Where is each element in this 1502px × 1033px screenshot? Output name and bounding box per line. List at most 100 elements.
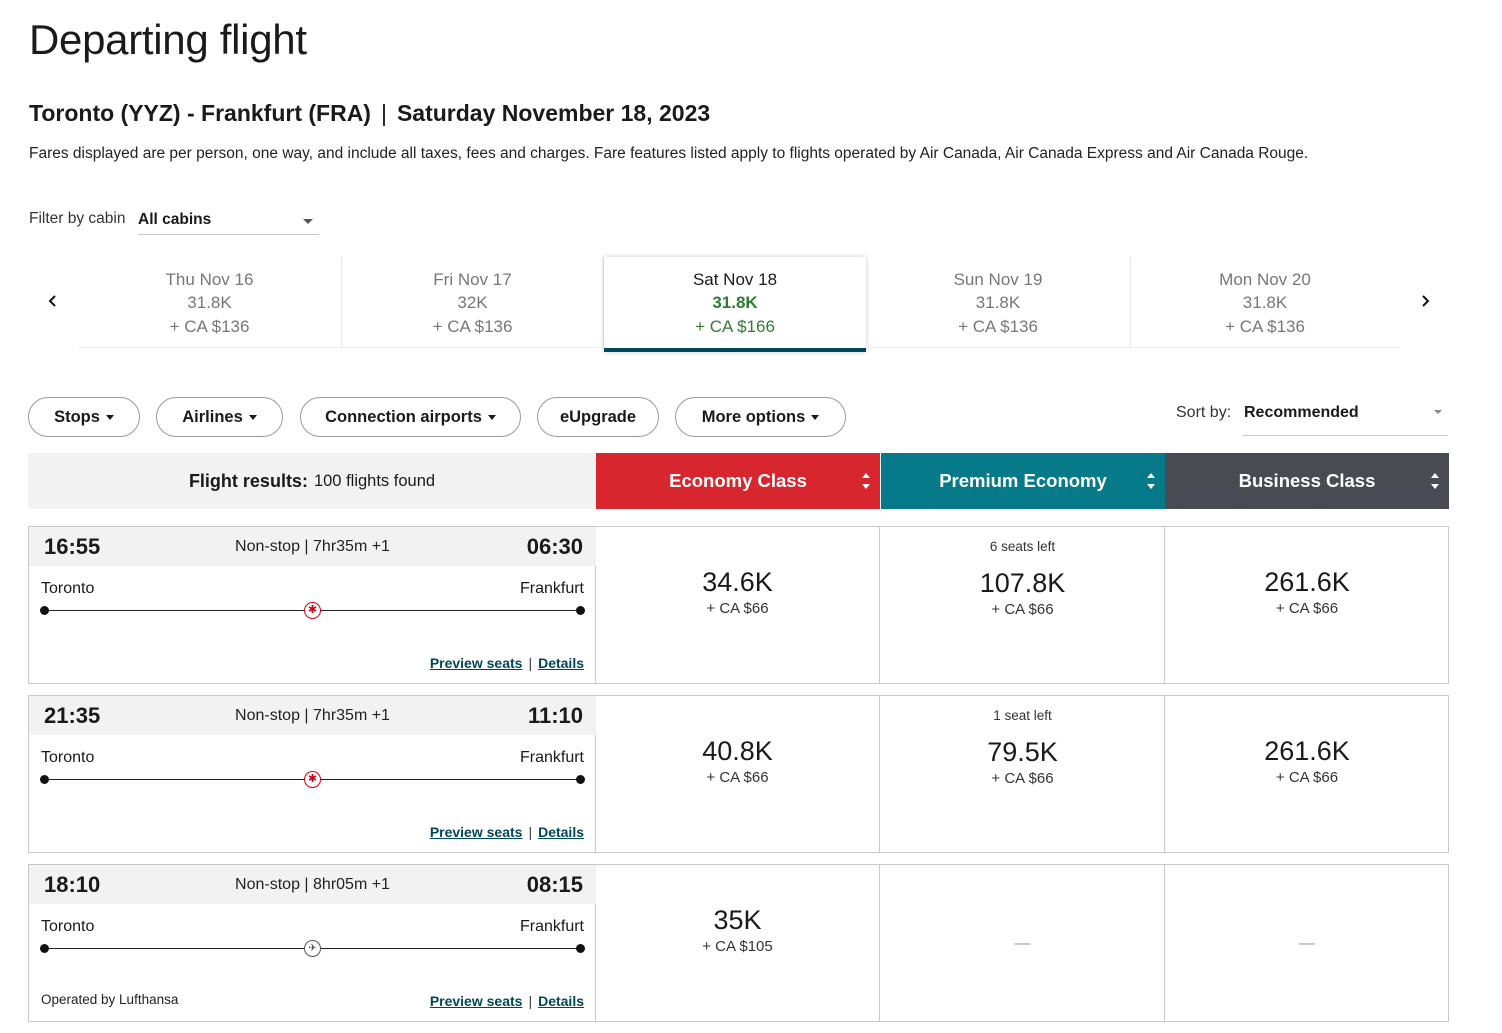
sort-select[interactable]: Recommended [1243, 398, 1448, 436]
route-origin-destination: Toronto (YYZ) - Frankfurt (FRA) [29, 100, 371, 126]
sort-icon [1431, 473, 1439, 489]
date-tab-sat-nov-18[interactable]: Sat Nov 18 31.8K + CA $166 [604, 257, 866, 352]
flight-results-count: 100 flights found [313, 471, 436, 490]
details-link[interactable]: Details [538, 993, 584, 1009]
business-fare-points: 261.6K [1264, 567, 1350, 597]
premium-economy-header[interactable]: Premium Economy [881, 453, 1165, 509]
date-tab-thu-nov-16[interactable]: Thu Nov 16 31.8K + CA $136 [78, 257, 342, 348]
date-tab-day: Sun Nov 19 [953, 270, 1043, 289]
departure-time: 21:35 [44, 703, 101, 728]
prev-date-button[interactable] [40, 288, 66, 314]
chevron-down-icon [303, 219, 313, 224]
airlines-filter-label: Airlines [182, 407, 243, 426]
air-canada-logo-icon: ✱ [304, 771, 321, 788]
business-fare-cell[interactable]: 261.6K + CA $66 [1165, 696, 1449, 852]
destination-city: Frankfurt [519, 749, 584, 766]
flight-duration: Non-stop | 7hr35m +1 [235, 538, 390, 555]
preview-seats-link[interactable]: Preview seats [429, 993, 523, 1009]
stops-filter-button[interactable]: Stops [28, 397, 140, 437]
date-tab-fri-nov-17[interactable]: Fri Nov 17 32K + CA $136 [342, 257, 604, 348]
economy-class-header[interactable]: Economy Class [596, 453, 880, 509]
premium-economy-fare-cash: + CA $66 [991, 770, 1054, 787]
premium-economy-fare-cell[interactable]: 1 seat left 79.5K + CA $66 [881, 696, 1165, 852]
seats-left-notice: 1 seat left [993, 708, 1052, 723]
date-tab-day: Fri Nov 17 [433, 270, 512, 289]
destination-city: Frankfurt [519, 918, 584, 935]
flight-itinerary: 21:35 Non-stop | 7hr35m +1 11:10 Toronto… [29, 696, 596, 852]
date-tab-cash: + CA $136 [432, 317, 513, 336]
date-tab-points: 31.8K [187, 293, 232, 312]
eupgrade-filter-label: eUpgrade [559, 407, 637, 426]
airlines-filter-button[interactable]: Airlines [156, 397, 283, 437]
economy-fare-cell[interactable]: 34.6K + CA $66 [596, 527, 880, 683]
premium-economy-fare-points: 79.5K [987, 737, 1058, 767]
date-tab-cash: + CA $166 [695, 317, 775, 336]
details-link[interactable]: Details [538, 824, 584, 840]
air-canada-logo-icon: ✱ [304, 602, 321, 619]
origin-dot [40, 775, 49, 784]
flight-results-label: Flight results: [188, 470, 308, 491]
destination-city: Frankfurt [519, 580, 584, 597]
caret-down-icon [811, 414, 820, 420]
arrival-time: 11:10 [527, 703, 583, 728]
date-tab-day: Thu Nov 16 [165, 270, 254, 289]
route-date: Saturday November 18, 2023 [396, 100, 711, 126]
filter-cabin-value: All cabins [138, 211, 212, 228]
chevron-left-icon [48, 295, 56, 307]
economy-class-label: Economy Class [669, 470, 807, 491]
destination-dot [576, 606, 585, 615]
departure-time: 16:55 [44, 534, 101, 559]
flight-links: Preview seats | Details [430, 655, 584, 671]
premium-economy-fare-cell[interactable]: 6 seats left 107.8K + CA $66 [881, 527, 1165, 683]
economy-fare-points: 34.6K [702, 567, 773, 597]
preview-seats-link[interactable]: Preview seats [429, 655, 523, 671]
business-class-header[interactable]: Business Class [1165, 453, 1449, 509]
destination-dot [576, 944, 585, 953]
business-fare-cell[interactable]: 261.6K + CA $66 [1165, 527, 1449, 683]
sort-icon [1147, 473, 1155, 489]
business-fare-cell: — [1165, 865, 1449, 1021]
date-tab-cash: + CA $136 [1225, 317, 1305, 336]
destination-dot [576, 775, 585, 784]
flight-duration: Non-stop | 7hr35m +1 [235, 707, 390, 724]
flight-time-band [29, 527, 596, 566]
date-tab-cash: + CA $136 [169, 317, 250, 336]
premium-economy-fare-cash: + CA $66 [991, 601, 1054, 618]
date-tab-sun-nov-19[interactable]: Sun Nov 19 31.8K + CA $136 [866, 257, 1131, 348]
origin-dot [40, 606, 49, 615]
economy-fare-points: 40.8K [702, 736, 773, 766]
sort-label: Sort by: [1176, 404, 1232, 421]
eupgrade-filter-button[interactable]: eUpgrade [537, 397, 659, 437]
connection-airports-filter-button[interactable]: Connection airports [300, 397, 521, 437]
date-tab-points: 32K [457, 293, 488, 312]
route-heading: Toronto (YYZ) - Frankfurt (FRA) | Saturday… [29, 100, 710, 127]
date-tab-mon-nov-20[interactable]: Mon Nov 20 31.8K + CA $136 [1131, 257, 1399, 348]
economy-fare-cash: + CA $66 [706, 769, 769, 786]
seats-left-notice: 6 seats left [989, 539, 1056, 554]
flight-results-summary: Flight results: 100 flights found [28, 453, 596, 509]
more-options-filter-button[interactable]: More options [675, 397, 846, 437]
business-fare-cash: + CA $66 [1275, 769, 1339, 786]
filter-cabin-select[interactable]: All cabins [138, 205, 319, 235]
flight-itinerary: 16:55 Non-stop | 7hr35m +1 06:30 Toronto… [29, 527, 596, 683]
date-tab-day: Mon Nov 20 [1219, 270, 1311, 289]
details-link[interactable]: Details [538, 655, 584, 671]
next-date-button[interactable] [1412, 288, 1438, 314]
date-tab-points: 31.8K [712, 293, 758, 312]
chevron-down-icon [1434, 410, 1442, 414]
flight-row: 16:55 Non-stop | 7hr35m +1 06:30 Toronto… [28, 526, 1449, 684]
origin-city: Toronto [41, 918, 95, 935]
flight-row: 21:35 Non-stop | 7hr35m +1 11:10 Toronto… [28, 695, 1449, 853]
links-separator: | [528, 993, 533, 1009]
page-title: Departing flight [29, 16, 307, 63]
caret-down-icon [487, 414, 496, 420]
economy-fare-cell[interactable]: 40.8K + CA $66 [596, 696, 880, 852]
economy-fare-cell[interactable]: 35K + CA $105 [596, 865, 880, 1021]
sort-value: Recommended [1244, 404, 1359, 421]
flight-time-band [29, 865, 596, 904]
fare-unavailable: — [1299, 935, 1315, 952]
chevron-right-icon [1422, 295, 1430, 307]
preview-seats-link[interactable]: Preview seats [429, 824, 523, 840]
arrival-time: 08:15 [526, 872, 583, 897]
flight-time-band [29, 696, 596, 735]
